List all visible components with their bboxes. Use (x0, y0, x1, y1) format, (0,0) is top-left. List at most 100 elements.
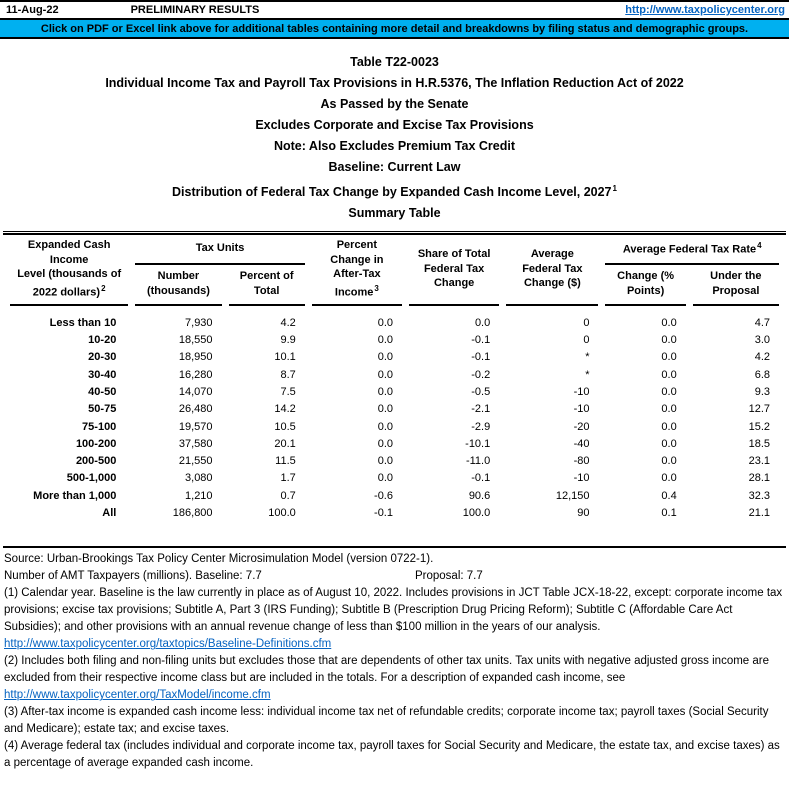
header-number: Number (thousands) (135, 265, 222, 306)
header-line: 2022 dollars)2 (10, 282, 128, 300)
value-cell: -2.1 (471, 403, 491, 416)
header-pct-change-ati: Percent Change in After-Tax Income3 (311, 235, 402, 306)
title-excludes: Excludes Corporate and Excise Tax Provis… (255, 118, 534, 132)
value-cell: 0.0 (377, 437, 393, 450)
value-cell: -0.2 (471, 368, 491, 381)
value-cell: -11.0 (465, 455, 491, 468)
value-cell: 18,950 (178, 351, 213, 364)
value-cell: -20 (573, 420, 590, 433)
footnote-ref-1: 1 (612, 184, 617, 193)
value-cell: 9.9 (280, 334, 296, 347)
value-cell: 0.0 (661, 437, 677, 450)
value-cell: -0.1 (471, 334, 491, 347)
income-level-label: 40-50 (88, 386, 117, 398)
header-line: Federal Tax (423, 262, 485, 275)
value-cell: 8.7 (280, 368, 296, 381)
value-cell: -10 (573, 472, 590, 485)
header-rate-under: Under the Proposal (692, 265, 779, 306)
value-cell: 0.0 (661, 351, 677, 364)
value-cell: 100.0 (268, 507, 296, 520)
taxpolicycenter-link[interactable]: http://www.taxpolicycenter.org (625, 4, 785, 16)
value-cell: 16,280 (178, 368, 213, 381)
income-level-label: 30-40 (88, 368, 117, 381)
header-line: Under the (710, 270, 762, 283)
baseline-definitions-link[interactable]: http://www.taxpolicycenter.org/taxtopics… (4, 638, 332, 651)
header-line: Percent (336, 239, 378, 252)
value-cell: 21,550 (178, 455, 213, 468)
header-income-level: Expanded Cash Income Level (thousands of… (10, 235, 129, 306)
value-cell: 14.2 (274, 403, 296, 416)
income-level-label: 10-20 (88, 334, 117, 347)
value-cell: 11.5 (275, 455, 296, 468)
table-section: Expanded Cash Income Level (thousands of… (0, 231, 789, 549)
value-cell: 1,210 (185, 489, 213, 502)
income-level-label: Less than 10 (49, 316, 117, 329)
value-cell: 100.0 (462, 507, 491, 520)
value-cell: 20.1 (274, 437, 296, 450)
value-cell: -2.9 (471, 420, 491, 433)
table-row: All 186,800 100.0 -0.1 100.0 90 0.1 21.1 (10, 505, 779, 526)
table-gap (3, 526, 786, 544)
title-block: Table T22-0023 Individual Income Tax and… (0, 52, 789, 224)
value-cell: 0.0 (377, 403, 393, 416)
income-level-label: 200-500 (75, 455, 117, 468)
value-cell: 0.0 (661, 420, 677, 433)
footnotes: Source: Urban-Brookings Tax Policy Cente… (0, 548, 789, 772)
value-cell: 4.2 (754, 351, 770, 364)
income-level-label: 50-75 (88, 403, 117, 416)
value-cell: 0.0 (377, 455, 393, 468)
value-cell: 14,070 (178, 386, 213, 398)
header-line: Expanded Cash Income (27, 239, 111, 266)
amt-proposal: Proposal: 7.7 (415, 570, 483, 583)
page: 11-Aug-22 PRELIMINARY RESULTS http://www… (0, 0, 789, 772)
banner-text: Click on PDF or Excel link above for add… (40, 22, 749, 35)
header-line: Number (157, 270, 200, 283)
table-bottom-rule (3, 546, 786, 549)
value-cell: -0.5 (471, 386, 491, 398)
value-cell: -10 (573, 386, 590, 398)
table-row: 10-20 18,550 9.9 0.0 -0.1 0 0.0 3.0 (10, 332, 779, 349)
value-cell: 18,550 (178, 334, 213, 347)
header-line: Proposal (712, 284, 760, 297)
header-line: Points) (626, 284, 665, 297)
value-cell: 0.0 (661, 316, 677, 329)
value-cell: 10.1 (274, 351, 296, 364)
value-cell: 18.5 (748, 437, 770, 450)
header-line: Total (253, 284, 280, 297)
value-cell: 0.0 (377, 420, 393, 433)
footnote-ref-2: 2 (101, 283, 106, 293)
header-line: Change (433, 277, 475, 290)
value-cell: 0.0 (377, 334, 393, 347)
title-main: Individual Income Tax and Payroll Tax Pr… (105, 76, 684, 90)
header-line: Share of Total (417, 248, 491, 261)
value-cell: -40 (573, 437, 590, 450)
table-row: 20-30 18,950 10.1 0.0 -0.1 * 0.0 4.2 (10, 349, 779, 366)
footnote-2: (2) Includes both filing and non-filing … (4, 655, 770, 685)
header-group-tax-units: Tax Units (135, 235, 305, 265)
header-line: Federal Tax (522, 262, 583, 275)
value-cell: 3.0 (754, 334, 770, 347)
income-definition-link[interactable]: http://www.taxpolicycenter.org/TaxModel/… (4, 689, 271, 702)
value-cell: 0.0 (377, 472, 393, 485)
value-cell: -0.1 (374, 507, 393, 520)
value-cell: -0.1 (471, 472, 491, 485)
title-summary: Summary Table (348, 206, 441, 221)
table-row: 50-75 26,480 14.2 0.0 -2.1 -10 0.0 12.7 (10, 401, 779, 418)
value-cell: 0.0 (661, 386, 677, 398)
header-line: Change in (330, 253, 384, 266)
value-cell: -10 (573, 403, 590, 416)
value-cell: 0.0 (661, 403, 677, 416)
value-cell: 21.1 (748, 507, 770, 520)
value-cell: 26,480 (178, 403, 213, 416)
value-cell: 0 (583, 316, 590, 329)
value-cell: 90.6 (468, 489, 491, 502)
header-avg-change: Average Federal Tax Change ($) (506, 235, 599, 306)
value-cell: 32.3 (748, 489, 770, 502)
value-cell: 0.0 (661, 472, 677, 485)
value-cell: 7.5 (280, 386, 296, 398)
header-line: After-Tax (333, 268, 381, 281)
source-line: Source: Urban-Brookings Tax Policy Cente… (4, 553, 434, 566)
value-cell: 0.0 (377, 368, 393, 381)
value-cell: 0.0 (474, 316, 491, 329)
header-line: Income3 (312, 282, 402, 300)
